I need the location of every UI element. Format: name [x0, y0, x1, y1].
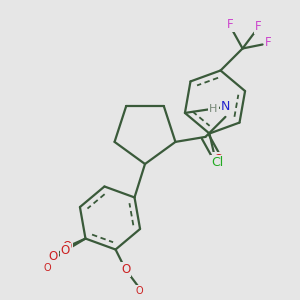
Text: F: F: [265, 36, 272, 49]
Text: F: F: [227, 18, 234, 31]
Text: O: O: [61, 244, 70, 257]
Text: O: O: [214, 153, 224, 167]
Text: H: H: [209, 104, 218, 114]
Text: O: O: [121, 263, 130, 276]
Text: O: O: [136, 286, 143, 296]
Text: O: O: [44, 262, 51, 273]
Text: N: N: [221, 100, 230, 113]
Text: F: F: [255, 20, 262, 33]
Text: O: O: [49, 250, 58, 263]
Text: O: O: [63, 240, 72, 253]
Text: Cl: Cl: [211, 156, 224, 169]
